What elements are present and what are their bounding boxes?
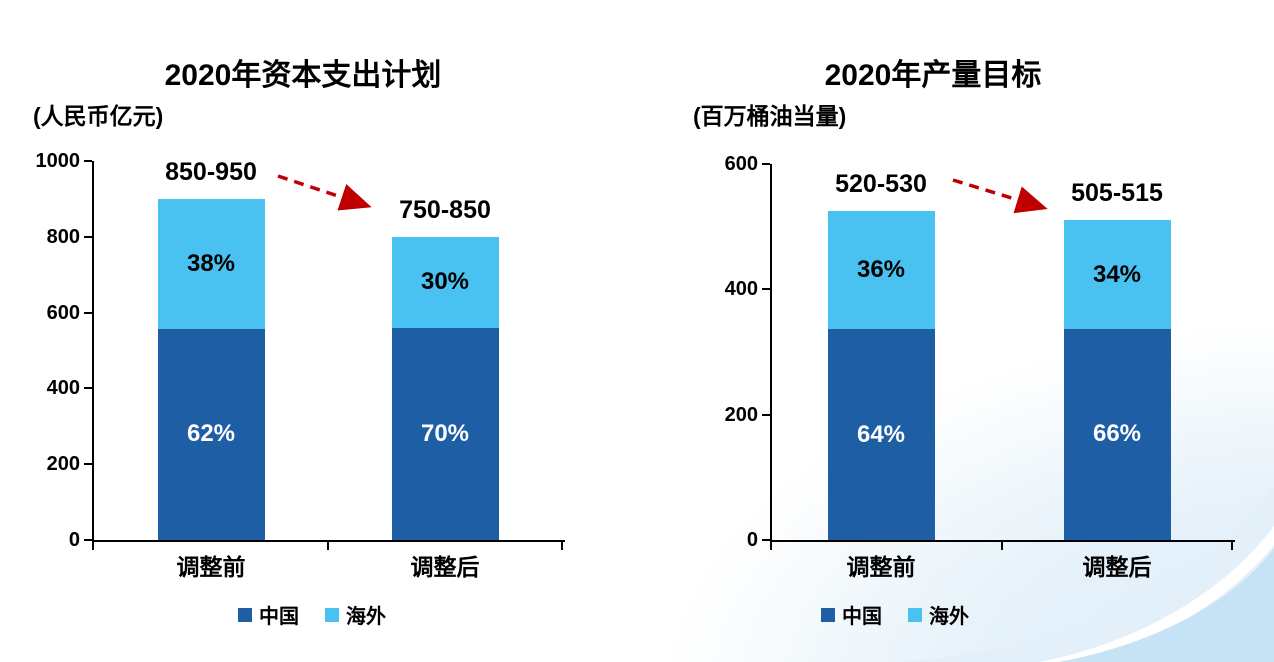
wave-blue-shape bbox=[1058, 548, 1274, 662]
